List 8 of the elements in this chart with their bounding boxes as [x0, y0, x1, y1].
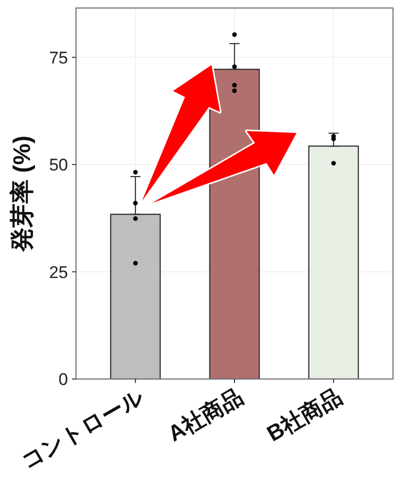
y-axis-title: 発芽率 (%) [9, 136, 36, 252]
x-tick-label: B社商品 [262, 384, 346, 446]
bar [110, 214, 161, 380]
y-tick-label: 75 [49, 48, 68, 68]
y-tick-label: 50 [49, 156, 68, 175]
y-tick-label: 0 [58, 370, 68, 389]
x-tick-label: A社商品 [164, 384, 247, 446]
y-tick-label: 25 [49, 262, 68, 282]
